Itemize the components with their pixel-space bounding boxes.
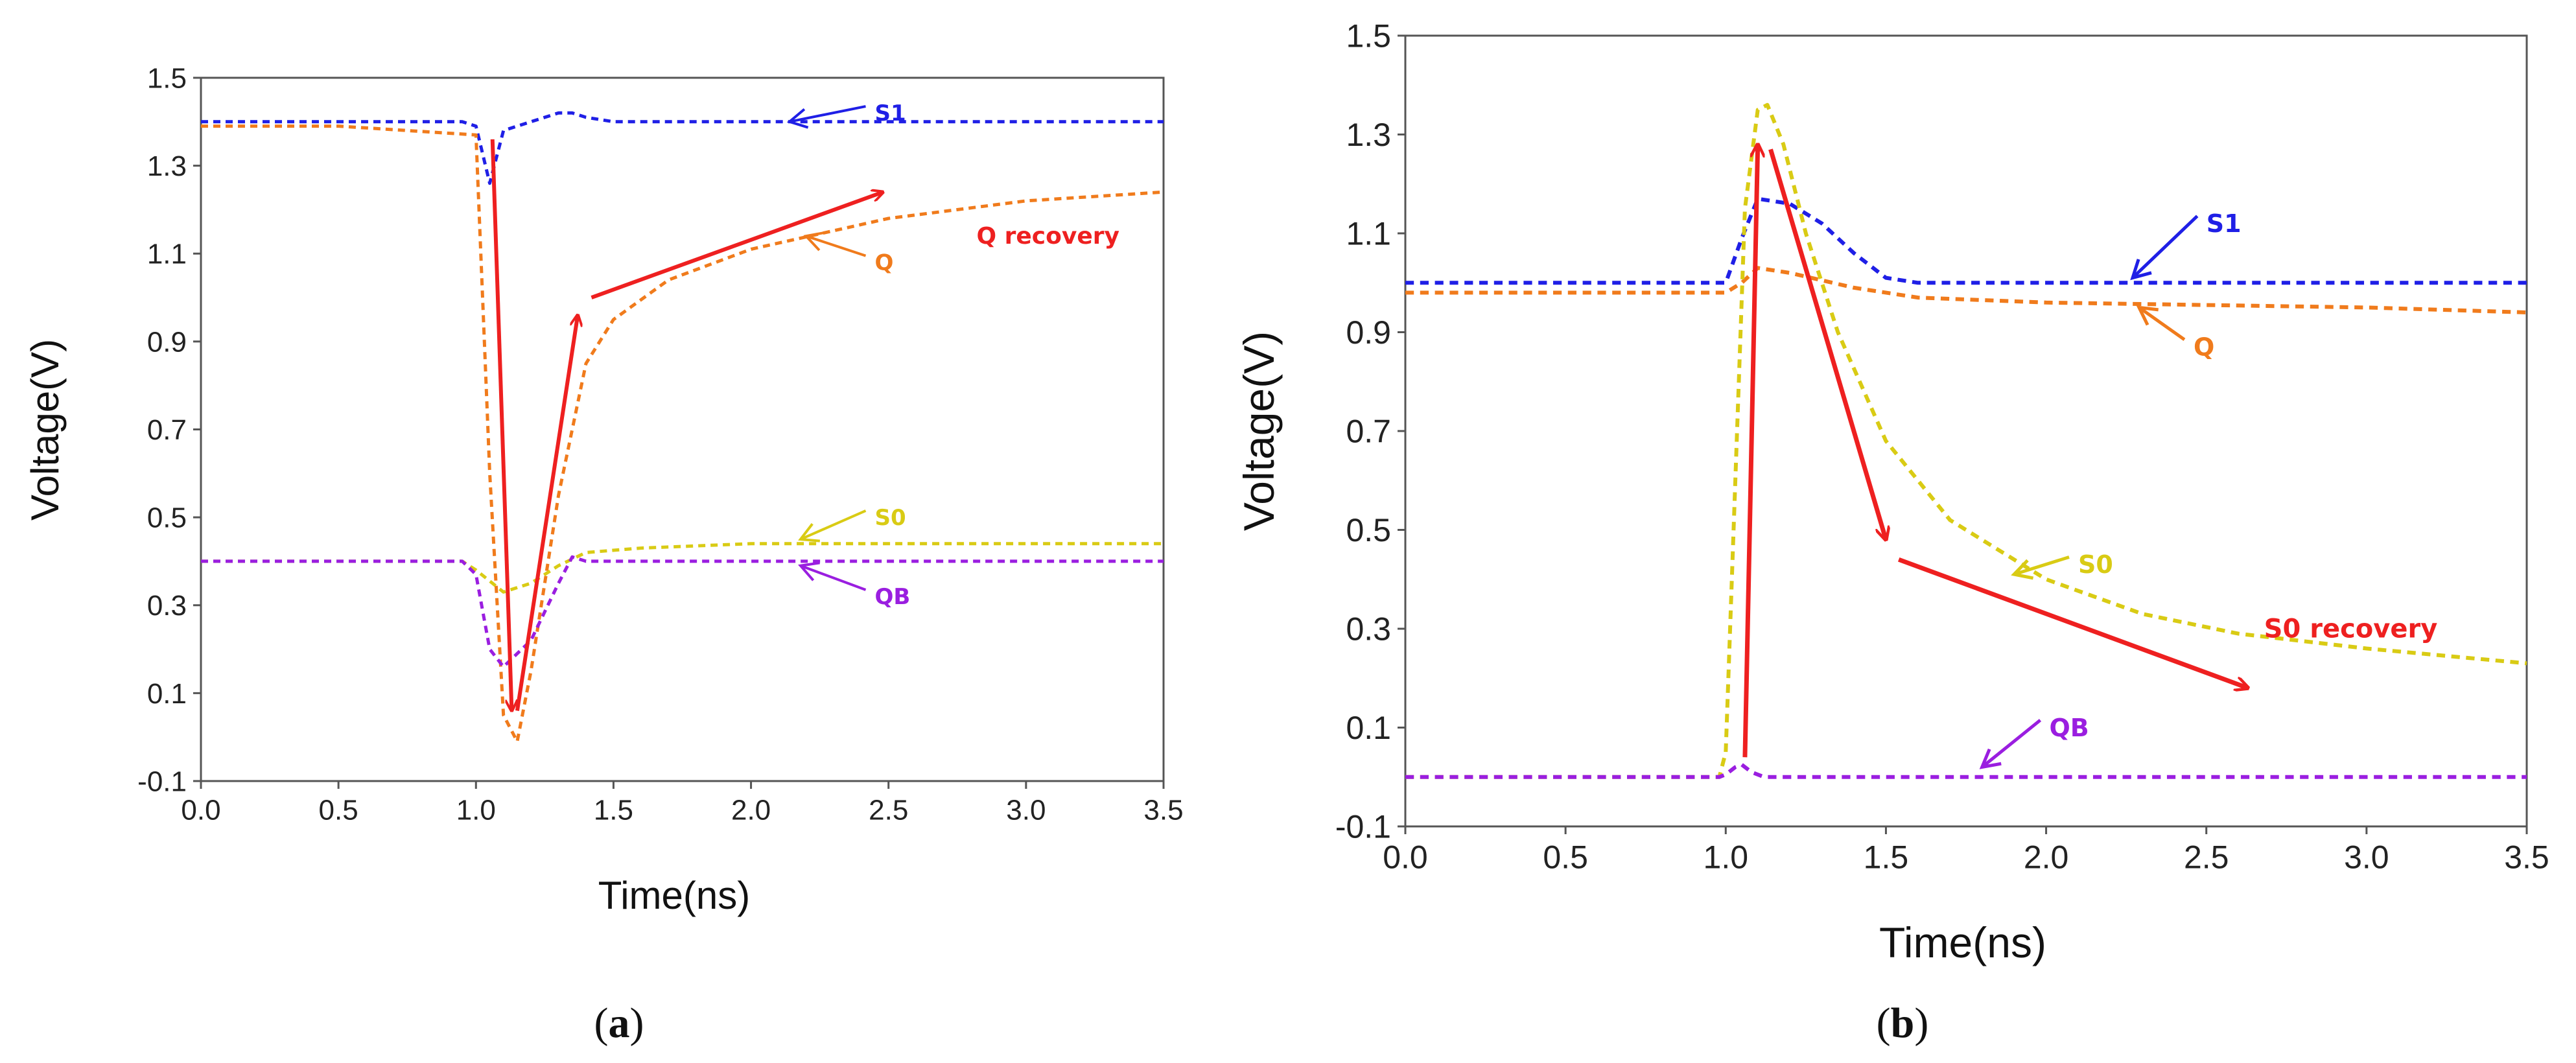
x-tick-label: 2.5 bbox=[869, 794, 908, 826]
plot-a-frame bbox=[200, 76, 1165, 782]
plot-a-y-axis-title: Voltage(V) bbox=[23, 339, 67, 520]
label-pointer-line bbox=[800, 509, 867, 541]
label-pointer-head bbox=[798, 523, 821, 543]
series-qb-line bbox=[201, 555, 1164, 669]
series-s0-line bbox=[201, 542, 1164, 594]
series-q-line bbox=[201, 124, 1164, 743]
x-tick-label: 0.5 bbox=[1543, 839, 1588, 876]
y-tick-label: 0.3 bbox=[147, 590, 187, 622]
x-tick-label: 3.0 bbox=[1006, 794, 1046, 826]
recovery-arrow bbox=[515, 315, 578, 711]
x-tick-label: 1.5 bbox=[594, 794, 633, 826]
chart-panel-b: -0.1 0.1 0.3 0.5 0.7 0.9 1.1 1.3 1.5 0.0 0.5 1.0 1.… bbox=[1235, 18, 2549, 1047]
series-s1-label: S1 bbox=[2207, 209, 2242, 238]
x-tick-label: 0.0 bbox=[1383, 839, 1428, 876]
y-tick-label: 0.7 bbox=[1346, 414, 1391, 450]
label-pointer-head bbox=[798, 561, 820, 581]
chart-panel-a: -0.1 0.1 0.3 0.5 0.7 0.9 1.1 1.3 1.5 0.0 0.5 1.0 1.… bbox=[23, 62, 1184, 1047]
panel-label-a-text: a bbox=[609, 999, 630, 1047]
x-tick-label: 1.5 bbox=[1864, 839, 1909, 876]
y-tick-label: 1.5 bbox=[147, 62, 187, 94]
plot-a-series bbox=[201, 111, 1164, 743]
x-tick-label: 0.5 bbox=[319, 794, 358, 826]
series-q-label: Q bbox=[875, 250, 894, 276]
label-pointer-line bbox=[789, 105, 866, 123]
x-tick-label: 2.5 bbox=[2184, 839, 2229, 876]
label-pointer-line bbox=[2013, 555, 2070, 576]
plot-b-frame bbox=[1404, 34, 2528, 828]
series-s0-label: S0 bbox=[875, 505, 906, 531]
x-tick-label: 3.0 bbox=[2344, 839, 2389, 876]
series-qb-label: QB bbox=[875, 584, 911, 610]
y-tick-label: 0.5 bbox=[147, 502, 187, 534]
x-tick-label: 1.0 bbox=[1704, 839, 1749, 876]
panel-label-a: (a) bbox=[594, 999, 644, 1047]
series-s1-line bbox=[201, 111, 1164, 185]
series-qb-label: QB bbox=[2050, 714, 2089, 742]
plot-a-y-tick-labels: -0.1 0.1 0.3 0.5 0.7 0.9 1.1 1.3 1.5 bbox=[137, 62, 201, 797]
plot-b-y-axis-title: Voltage(V) bbox=[1235, 331, 1283, 531]
series-s1-line bbox=[1405, 196, 2527, 285]
series-s1-label: S1 bbox=[875, 100, 906, 126]
y-tick-label: 0.1 bbox=[1346, 710, 1391, 746]
label-pointer-head bbox=[803, 231, 826, 251]
label-pointer-line bbox=[2131, 215, 2199, 279]
label-pointer-head bbox=[1979, 748, 2002, 769]
x-tick-label: 1.0 bbox=[456, 794, 496, 826]
y-tick-label: 0.3 bbox=[1346, 611, 1391, 648]
y-tick-label: -0.1 bbox=[137, 765, 187, 797]
recovery-arrow bbox=[591, 192, 883, 299]
y-tick-label: 1.1 bbox=[147, 239, 187, 270]
x-tick-label: 3.5 bbox=[2504, 839, 2549, 876]
plot-a-red-arrows bbox=[490, 139, 883, 711]
y-tick-label: 1.3 bbox=[147, 150, 187, 182]
series-qb-line bbox=[1405, 762, 2527, 779]
series-q-label: Q bbox=[2194, 333, 2214, 362]
plot-b-red-arrows bbox=[1742, 145, 2248, 758]
y-tick-label: 0.7 bbox=[147, 414, 187, 446]
series-s0-line bbox=[1405, 102, 2527, 779]
y-tick-label: 0.9 bbox=[1346, 314, 1391, 351]
y-tick-label: 0.9 bbox=[147, 326, 187, 358]
plot-a-x-axis-title: Time(ns) bbox=[598, 874, 750, 917]
recovery-label: Q recovery bbox=[976, 223, 1119, 250]
label-pointer-line bbox=[1981, 719, 2042, 769]
y-tick-label: 1.1 bbox=[1346, 216, 1391, 252]
label-pointer-head bbox=[2136, 305, 2159, 326]
y-tick-label: -0.1 bbox=[1335, 809, 1391, 845]
x-tick-label: 0.0 bbox=[181, 794, 220, 826]
y-tick-label: 1.3 bbox=[1346, 117, 1391, 153]
x-tick-label: 2.0 bbox=[731, 794, 771, 826]
plot-b-x-axis-title: Time(ns) bbox=[1879, 918, 2046, 966]
recovery-arrow bbox=[1897, 557, 2248, 688]
label-pointer-line bbox=[800, 564, 867, 591]
plot-b-y-tick-labels: -0.1 0.1 0.3 0.5 0.7 0.9 1.1 1.3 1.5 bbox=[1335, 18, 1405, 845]
plot-b-annotations: S1 Q S0 QB S0 recovery bbox=[1979, 209, 2438, 769]
recovery-arrow bbox=[1768, 148, 1886, 539]
recovery-arrow bbox=[1742, 145, 1758, 758]
plot-a-x-tick-labels: 0.0 0.5 1.0 1.5 2.0 2.5 3.0 3.5 bbox=[181, 781, 1184, 826]
label-pointer-line bbox=[805, 235, 867, 257]
y-tick-label: 1.5 bbox=[1346, 18, 1391, 54]
y-tick-label: 0.1 bbox=[147, 678, 187, 710]
plot-a-annotations: S1 Q S0 QB Q recovery bbox=[786, 100, 1119, 610]
recovery-arrow bbox=[490, 139, 512, 711]
series-s0-label: S0 bbox=[2078, 550, 2113, 579]
label-pointer-head bbox=[2011, 559, 2034, 580]
x-tick-label: 3.5 bbox=[1143, 794, 1183, 826]
plot-b-x-tick-labels: 0.0 0.5 1.0 1.5 2.0 2.5 3.0 3.5 bbox=[1383, 826, 2549, 876]
label-pointer-head bbox=[786, 108, 809, 129]
panel-label-b-text: b bbox=[1891, 999, 1915, 1047]
label-pointer-head bbox=[2130, 259, 2152, 281]
label-pointer-line bbox=[2138, 306, 2186, 342]
recovery-label: S0 recovery bbox=[2264, 614, 2438, 644]
x-tick-label: 2.0 bbox=[2024, 839, 2069, 876]
y-tick-label: 0.5 bbox=[1346, 512, 1391, 548]
plot-b-series bbox=[1405, 102, 2527, 779]
series-q-line bbox=[1405, 266, 2527, 314]
panel-label-b: (b) bbox=[1877, 999, 1929, 1047]
